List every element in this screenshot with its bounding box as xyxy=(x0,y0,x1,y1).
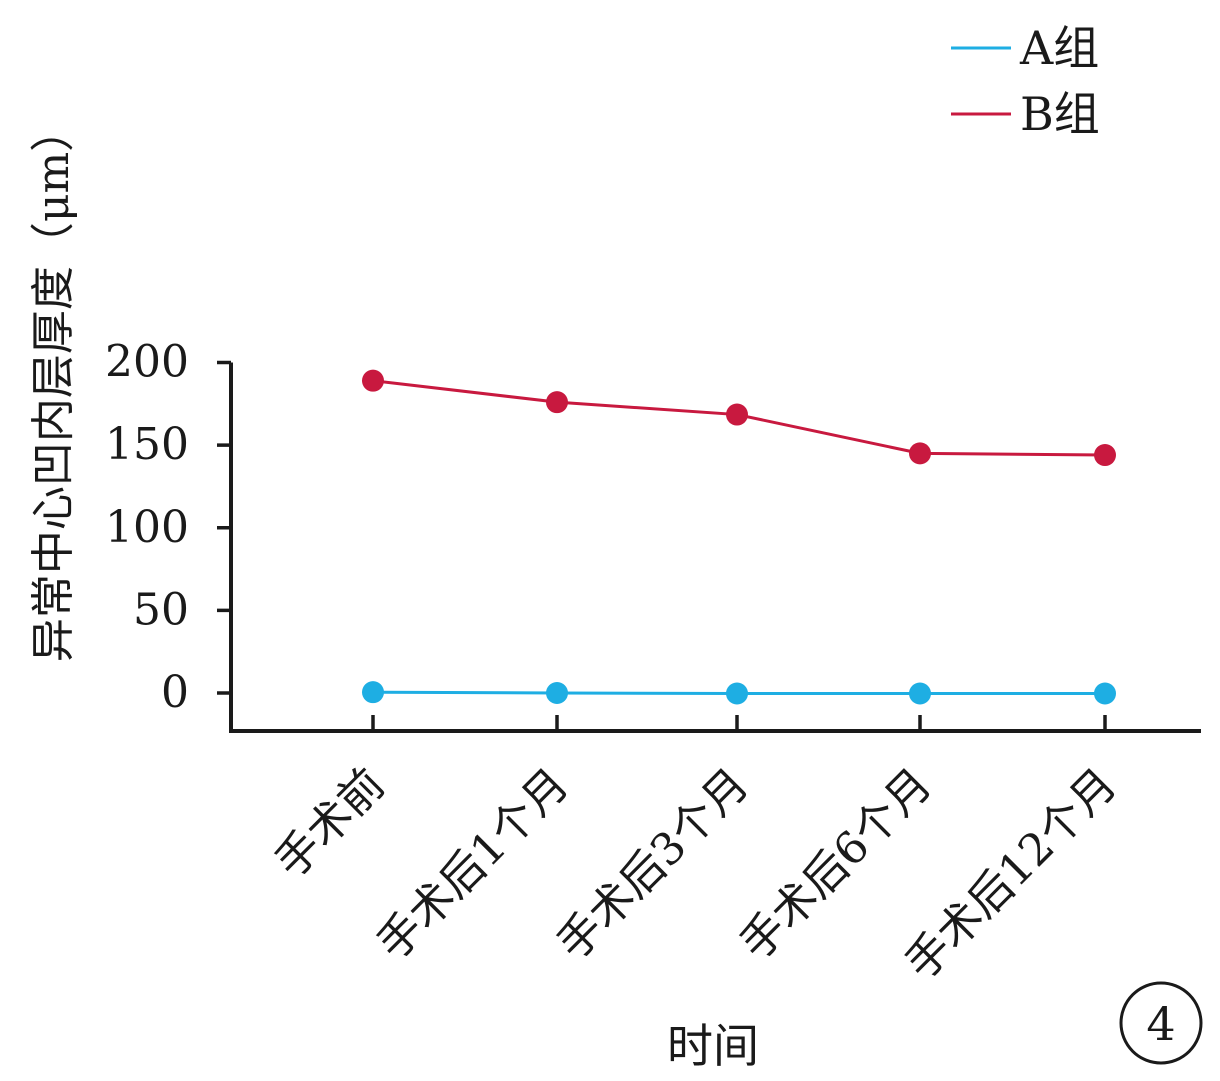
y-tick-label: 0 xyxy=(161,667,189,718)
data-point xyxy=(1094,444,1116,467)
legend-label: A组 xyxy=(1019,21,1099,75)
x-tick-label: 手术后3个月 xyxy=(547,759,758,970)
data-point xyxy=(726,682,748,705)
y-axis-label: 异常中心凹内层厚度（μm） xyxy=(28,108,79,662)
data-point xyxy=(726,403,748,426)
panel-label-circle xyxy=(1119,981,1203,1065)
x-tick-label: 手术前 xyxy=(265,759,394,888)
data-point xyxy=(909,442,931,465)
y-tick-label: 50 xyxy=(133,584,189,635)
data-point xyxy=(546,682,568,704)
panel-label: 4 xyxy=(1119,981,1203,1065)
data-point xyxy=(546,391,568,414)
x-axis-label: 时间 xyxy=(667,1019,759,1073)
x-tick-label: 手术后1个月 xyxy=(367,759,578,970)
y-tick-label: 150 xyxy=(105,419,189,470)
chart-axes xyxy=(229,362,1201,733)
data-point xyxy=(362,369,384,392)
data-point xyxy=(362,681,384,704)
data-point xyxy=(1094,682,1116,705)
chart-legend: A组 B组 xyxy=(951,21,1100,141)
series-a xyxy=(362,681,1116,705)
y-tick-label: 100 xyxy=(105,502,189,553)
series-b xyxy=(362,369,1116,467)
series-layer xyxy=(362,369,1116,705)
data-point xyxy=(909,682,931,705)
y-axis-ticks: 0 50 100 150 200 xyxy=(105,337,231,718)
y-tick-label: 200 xyxy=(105,337,189,388)
legend-label: B组 xyxy=(1020,87,1100,141)
panel-label-text: 4 xyxy=(1146,997,1175,1051)
